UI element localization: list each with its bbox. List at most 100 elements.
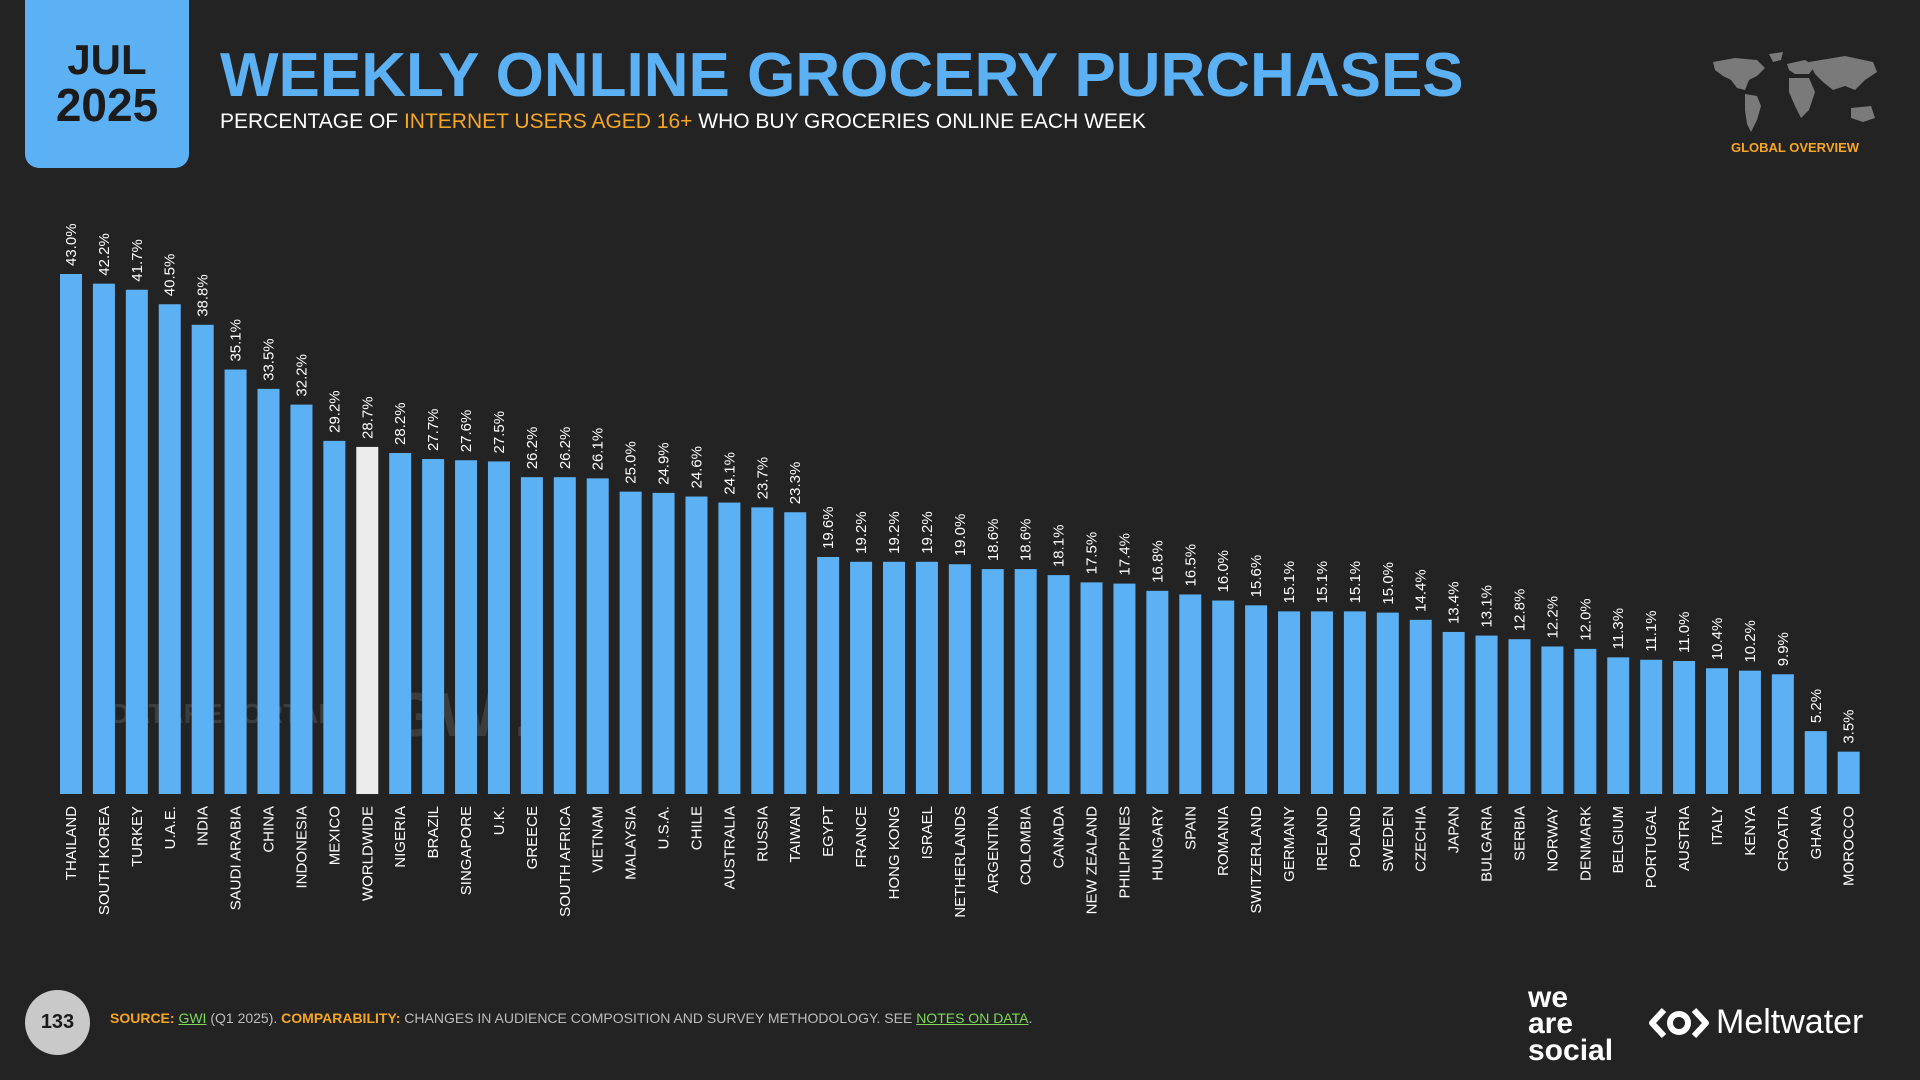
notes-on-data-link[interactable]: NOTES ON DATA [916,1010,1029,1026]
category-label: KENYA [1742,806,1759,856]
value-label: 41.7% [129,239,146,282]
value-label: 32.2% [293,354,310,397]
bar-netherlands [948,564,971,794]
category-label: NETHERLANDS [952,806,969,918]
bar-turkey [125,289,148,794]
value-label: 43.0% [63,223,80,266]
value-label: 12.0% [1577,598,1594,641]
category-label: NORWAY [1544,806,1561,872]
category-label: CHINA [261,806,278,853]
bar-south-africa [553,477,576,794]
source-link[interactable]: GWI [178,1010,207,1026]
bar-romania [1212,600,1235,794]
bar-singapore [455,460,478,794]
we-are-social-line: we [1528,981,1569,1014]
category-label: SAUDI ARABIA [228,806,245,910]
category-label: COLOMBIA [1018,806,1035,885]
category-label: PHILIPPINES [1116,806,1133,899]
bar-morocco [1837,751,1860,794]
bar-nigeria [389,452,412,794]
category-label: PORTUGAL [1643,806,1660,888]
value-label: 11.1% [1643,610,1660,651]
we-are-social-logo: we are social [1528,981,1614,1067]
source-detail: (Q1 2025). [206,1010,282,1026]
bar-sweden [1376,612,1399,794]
category-label: BELGIUM [1610,806,1627,874]
we-are-social-line: social [1528,1033,1614,1067]
category-label: INDONESIA [293,806,310,889]
world-map-icon [1713,52,1877,132]
category-label: ITALY [1709,806,1726,845]
footer-end: . [1028,1010,1033,1026]
date-year: 2025 [55,78,159,131]
category-label: SOUTH KOREA [96,806,113,915]
bar-china [257,388,280,794]
value-label: 28.7% [359,396,376,439]
value-label: 18.1% [1051,525,1068,568]
category-label: HUNGARY [1149,806,1166,881]
bar-india [191,324,214,794]
bar-ghana [1804,731,1827,794]
value-label: 24.9% [656,442,673,485]
category-label: CHILE [688,806,705,850]
category-label: THAILAND [63,806,80,880]
value-label: 28.2% [392,402,409,445]
category-label: HONG KONG [886,806,903,899]
bar-germany [1278,611,1301,794]
bar-switzerland [1245,605,1268,794]
bar-u-a-e [158,304,181,794]
bar-norway [1541,646,1564,794]
category-label: AUSTRIA [1676,806,1693,871]
category-label: DENMARK [1577,806,1594,881]
bar-worldwide [356,446,379,794]
bar-chile [685,496,708,794]
value-label: 23.7% [754,457,771,500]
value-label: 29.2% [326,390,343,433]
bar-japan [1442,631,1465,794]
bar-hungary [1146,590,1169,794]
value-label: 16.8% [1149,540,1166,583]
category-label: ARGENTINA [985,806,1002,894]
category-label: ROMANIA [1215,806,1232,876]
bar-bulgaria [1475,635,1498,794]
bar-mexico [323,440,346,794]
meltwater-wordmark: Meltwater [1716,1003,1864,1041]
bar-belgium [1607,657,1630,794]
value-label: 23.3% [787,462,804,505]
value-label: 24.1% [721,452,738,495]
bar-portugal [1640,659,1663,794]
category-label: MALAYSIA [623,806,640,880]
meltwater-logo: Meltwater [1648,1003,1863,1042]
bar-austria [1673,660,1696,794]
value-label: 38.8% [195,274,212,317]
value-label: 19.2% [886,511,903,554]
bar-spain [1179,594,1202,794]
value-label: 15.1% [1347,561,1364,604]
category-label: SERBIA [1511,806,1528,861]
bar-colombia [1014,569,1037,794]
value-label: 5.2% [1808,689,1825,723]
value-label: 33.5% [261,338,278,381]
comparability-text: CHANGES IN AUDIENCE COMPOSITION AND SURV… [400,1010,917,1026]
bar-philippines [1113,583,1136,794]
value-label: 25.0% [623,441,640,484]
bar-taiwan [784,512,807,794]
value-label: 27.6% [458,410,475,453]
value-label: 16.5% [1182,544,1199,587]
bar-croatia [1771,674,1794,794]
meltwater-mark-icon [1649,1007,1709,1038]
value-label: 35.1% [228,319,245,362]
category-label: JAPAN [1446,806,1463,853]
category-label: SWEDEN [1380,806,1397,872]
bar-kenya [1738,670,1761,794]
bar-thailand [60,274,82,794]
value-label: 42.2% [96,233,113,276]
bar-france [850,561,873,794]
value-label: 15.0% [1380,562,1397,605]
value-label: 11.3% [1610,608,1627,649]
category-label: GHANA [1808,806,1825,859]
value-label: 40.5% [162,254,179,297]
category-label: GERMANY [1281,806,1298,882]
bar-australia [718,502,741,794]
footer-source: SOURCE: GWI (Q1 2025). COMPARABILITY: CH… [110,1010,1032,1026]
